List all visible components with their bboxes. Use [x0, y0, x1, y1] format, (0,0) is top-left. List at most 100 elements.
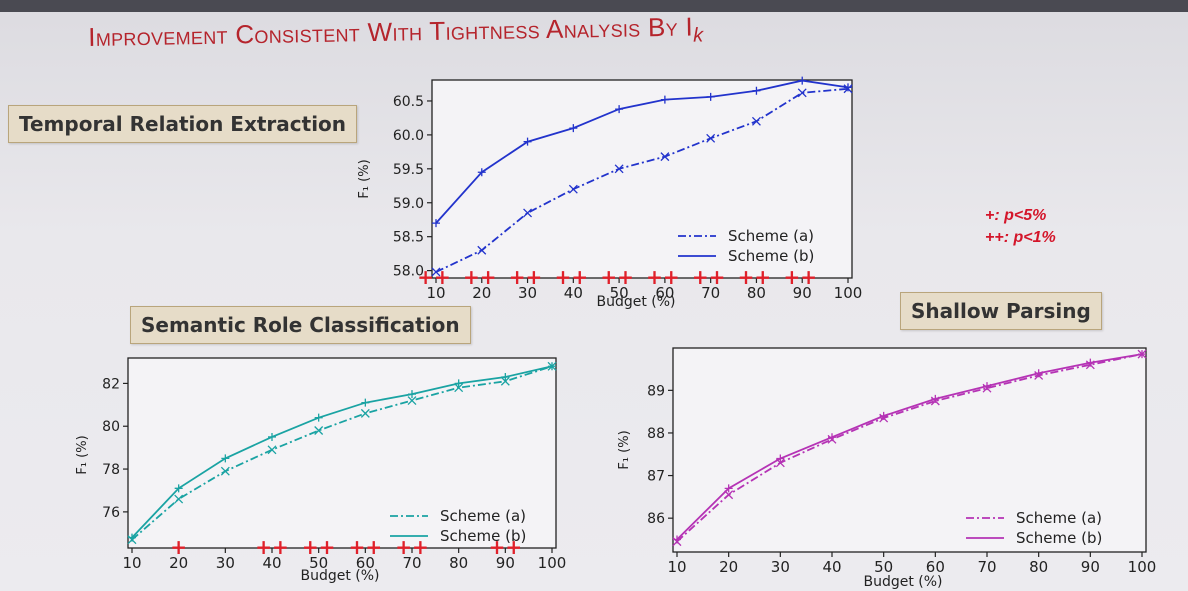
chart-panel-0: 58.0 58.5 59.0 59.5 60.0 60.5 10 20 30 40 50 60 70 80…	[357, 76, 863, 310]
data-point-scheme-b	[174, 484, 183, 493]
x-tick-label: 70	[402, 554, 421, 572]
significance-marker: ++	[738, 265, 772, 289]
x-tick-label: 10	[122, 554, 141, 572]
x-tick-label: 80	[747, 284, 766, 302]
data-point-scheme-b	[128, 533, 136, 542]
data-point-scheme-a	[477, 245, 487, 255]
data-point-scheme-b	[1086, 358, 1095, 367]
data-point-scheme-b	[983, 382, 991, 391]
data-point-scheme-a	[407, 396, 417, 406]
y-tick-label: 60.5	[393, 94, 424, 110]
x-tick-label: 20	[719, 558, 738, 576]
x-tick-label: 20	[472, 284, 491, 302]
y-tick-label: 58.5	[393, 230, 424, 246]
significance-marker: ++	[417, 265, 451, 289]
y-tick-label: 86	[647, 511, 665, 527]
series-line-scheme-b	[435, 79, 849, 224]
significance-note-1: ++: p<1%	[985, 229, 1056, 246]
x-tick-label: 30	[518, 284, 537, 302]
data-point-scheme-b	[523, 137, 532, 146]
x-tick-label: 40	[262, 554, 281, 572]
x-tick-label: 80	[1029, 558, 1048, 576]
x-tick-label: 90	[496, 554, 515, 572]
data-point-scheme-b	[660, 95, 669, 104]
series-line-scheme-b	[676, 353, 1143, 541]
significance-marker: ++	[349, 535, 383, 559]
panel-label-temporal: Temporal Relation Extraction	[8, 105, 358, 143]
data-point-scheme-b	[501, 372, 510, 381]
legend-label-scheme-a: Scheme (a)	[440, 507, 526, 525]
data-point-scheme-b	[615, 105, 624, 114]
x-tick-label: 50	[874, 558, 893, 576]
data-point-scheme-a	[267, 445, 277, 455]
y-tick-label: 88	[647, 426, 665, 442]
x-tick-label: 100	[1128, 558, 1157, 576]
data-point-scheme-b	[798, 76, 807, 85]
y-tick-label: 82	[102, 376, 120, 392]
significance-marker: ++	[783, 265, 817, 289]
y-axis-label: F₁ (%)	[617, 430, 632, 469]
x-tick-label: 50	[309, 554, 328, 572]
x-tick-label: 10	[667, 558, 686, 576]
significance-marker: ++	[395, 535, 429, 559]
legend-label-scheme-a: Scheme (a)	[1016, 509, 1102, 527]
y-tick-label: 78	[102, 462, 120, 478]
significance-legend: +: p<5% ++: p<1%	[985, 205, 1056, 249]
significance-marker: ++	[600, 265, 634, 289]
data-point-scheme-a	[614, 164, 624, 174]
series-line-scheme-a	[435, 87, 849, 273]
data-point-scheme-b	[752, 86, 761, 95]
legend-label-scheme-b: Scheme (b)	[728, 247, 814, 265]
y-tick-label: 59.5	[393, 162, 424, 178]
data-point-scheme-b	[1034, 369, 1043, 378]
data-point-scheme-a	[500, 376, 510, 386]
significance-marker: ++	[255, 535, 289, 559]
chart-panel-1: 76 78 80 82 10 20 30 40 50 60 70 80 90 100 Budget (%) F…	[75, 357, 567, 584]
x-axis-label: Budget (%)	[300, 568, 379, 584]
x-tick-label: 80	[449, 554, 468, 572]
y-tick-label: 89	[647, 383, 665, 399]
data-point-scheme-a	[431, 267, 441, 277]
data-point-scheme-b	[879, 411, 888, 420]
x-tick-label: 10	[426, 284, 445, 302]
legend-label-scheme-b: Scheme (b)	[440, 527, 526, 545]
x-tick-label: 70	[701, 284, 720, 302]
y-tick-label: 58.0	[393, 264, 424, 280]
x-tick-label: 60	[655, 284, 674, 302]
legend-label-scheme-a: Scheme (a)	[728, 227, 814, 245]
data-point-scheme-b	[454, 379, 463, 388]
x-tick-label: 100	[538, 554, 567, 572]
data-point-scheme-a	[360, 408, 370, 418]
x-tick-label: 90	[1081, 558, 1100, 576]
x-tick-label: 30	[771, 558, 790, 576]
data-point-scheme-a	[660, 152, 670, 162]
data-point-scheme-b	[724, 484, 733, 493]
significance-marker: ++	[463, 265, 497, 289]
x-tick-label: 90	[793, 284, 812, 302]
data-point-scheme-b	[314, 413, 323, 422]
data-point-scheme-a	[706, 133, 716, 143]
x-axis-label: Budget (%)	[596, 294, 675, 310]
y-tick-label: 76	[102, 505, 120, 521]
x-tick-label: 20	[169, 554, 188, 572]
significance-marker: ++	[489, 535, 523, 559]
y-tick-label: 60.0	[393, 128, 424, 144]
data-point-scheme-b	[361, 398, 370, 407]
x-tick-label: 100	[834, 284, 863, 302]
series-line-scheme-a	[131, 365, 553, 541]
data-point-scheme-a	[751, 116, 761, 126]
plot-frame	[431, 79, 853, 279]
x-tick-label: 60	[926, 558, 945, 576]
significance-marker: ++	[555, 265, 589, 289]
data-point-scheme-b	[931, 394, 940, 403]
legend-label-scheme-b: Scheme (b)	[1016, 529, 1102, 547]
plot-frame	[127, 357, 557, 549]
panel-label-shallow-parsing: Shallow Parsing	[900, 292, 1102, 330]
significance-marker: ++	[646, 265, 680, 289]
data-point-scheme-a	[523, 208, 533, 218]
chart-panel-2: 86 87 88 89 10 20 30 40 50 60 70 80 90 100 Budget (%) F…	[617, 347, 1157, 590]
significance-marker: ++	[509, 265, 543, 289]
data-point-scheme-b	[828, 433, 836, 442]
data-point-scheme-b	[776, 454, 785, 463]
